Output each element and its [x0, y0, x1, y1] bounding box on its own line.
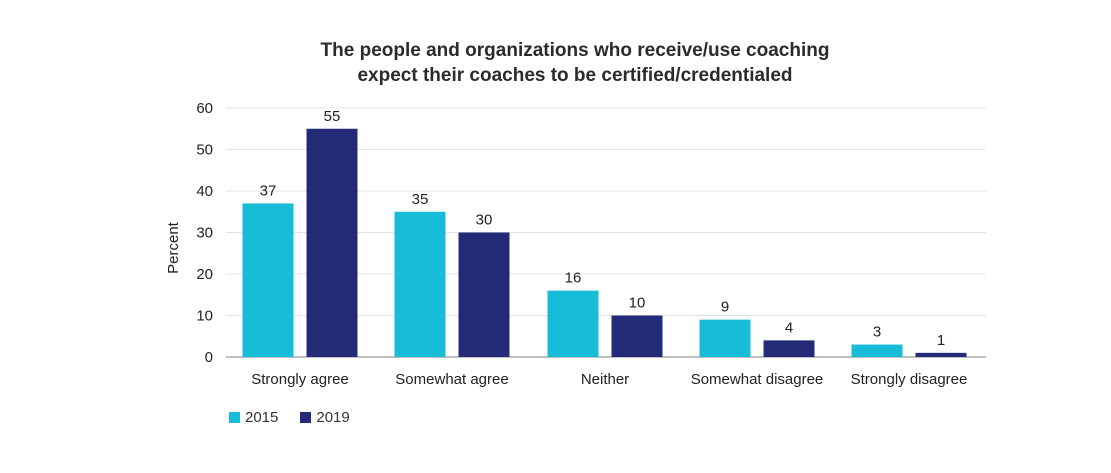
y-axis-title: Percent — [165, 221, 182, 274]
data-label: 37 — [260, 182, 277, 199]
y-tick-label: 0 — [205, 349, 213, 366]
bar-2019-neither — [611, 315, 663, 357]
x-category-label: Somewhat disagree — [691, 371, 824, 388]
y-axis-ticks: 0 10 20 30 40 50 60 — [196, 100, 213, 366]
bar-2019-strongly-agree — [306, 128, 358, 357]
y-tick-label: 10 — [196, 308, 213, 325]
data-label: 4 — [785, 319, 793, 336]
legend-item-2019: 2019 — [300, 409, 350, 426]
bar-2015-neither — [547, 290, 599, 357]
data-label: 9 — [721, 299, 729, 316]
x-category-label: Strongly disagree — [851, 371, 968, 388]
bar-2019-strongly-disagree — [915, 352, 967, 357]
bar-2015-somewhat-disagree — [699, 319, 751, 357]
bar-2015-strongly-disagree — [851, 344, 903, 357]
legend-swatch-2019 — [300, 412, 312, 423]
data-label: 35 — [412, 191, 429, 208]
legend-label-2019: 2019 — [316, 409, 350, 426]
bar-2019-somewhat-disagree — [763, 340, 815, 357]
bar-2015-strongly-agree — [242, 203, 294, 357]
y-tick-label: 30 — [196, 225, 213, 242]
y-tick-label: 50 — [196, 142, 213, 159]
x-category-label: Neither — [581, 371, 629, 388]
data-label: 16 — [565, 270, 582, 287]
bar-2019-somewhat-agree — [458, 232, 510, 357]
bar-2015-somewhat-agree — [394, 211, 446, 357]
data-label: 55 — [324, 108, 341, 125]
x-category-label: Somewhat agree — [395, 371, 508, 388]
y-tick-label: 40 — [196, 183, 213, 200]
y-tick-label: 20 — [196, 266, 213, 283]
chart-title-line-2: expect their coaches to be certified/cre… — [357, 65, 793, 86]
chart-title-line-1: The people and organizations who receive… — [320, 40, 830, 61]
data-label: 3 — [873, 324, 881, 341]
bars: 37 55 35 30 16 10 9 4 3 1 — [242, 108, 967, 357]
data-label: 10 — [629, 295, 646, 312]
chart-title: The people and organizations who receive… — [0, 38, 1111, 88]
legend: 2015 2019 — [229, 409, 350, 426]
x-category-label: Strongly agree — [251, 371, 349, 388]
x-axis-categories: Strongly agree Somewhat agree Neither Somew… — [251, 371, 967, 388]
y-tick-label: 60 — [196, 100, 213, 117]
legend-item-2015: 2015 — [229, 409, 278, 426]
legend-label-2015: 2015 — [245, 409, 279, 426]
data-label: 1 — [937, 332, 945, 349]
legend-swatch-2015 — [229, 412, 240, 423]
data-label: 30 — [476, 212, 493, 229]
